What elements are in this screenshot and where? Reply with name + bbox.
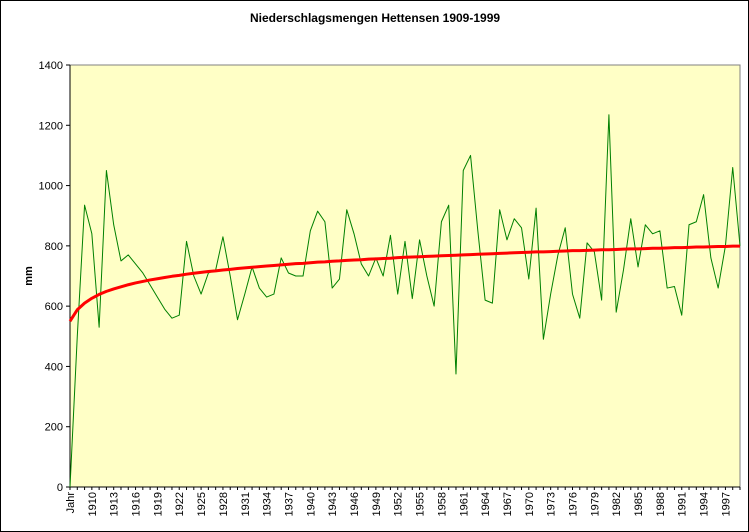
x-tick-label: 1961 [458, 492, 470, 516]
x-tick-label: 1955 [415, 492, 427, 516]
x-tick-label: 1985 [633, 492, 645, 516]
x-tick-label: 1916 [131, 492, 143, 516]
y-tick-label: 1400 [39, 60, 63, 72]
y-axis-label: mm [23, 266, 35, 286]
x-tick-label: 1922 [174, 492, 186, 516]
data-line [68, 244, 740, 323]
x-tick-label: 1982 [611, 492, 623, 516]
y-tick-label: 1200 [39, 120, 63, 132]
y-tick-label: 400 [45, 361, 63, 373]
x-tick-label: 1937 [283, 492, 295, 516]
x-tick-label: 1940 [305, 492, 317, 516]
y-tick-label: 1000 [39, 181, 63, 193]
chart-title: Niederschlagsmengen Hettensen 1909-1999 [250, 11, 500, 25]
y-tick-label: 800 [45, 241, 63, 253]
x-tick-label: 1928 [218, 492, 230, 516]
x-tick-label: 1979 [589, 492, 601, 516]
x-tick-label: 1958 [436, 492, 448, 516]
x-tick-label: 1964 [480, 492, 492, 516]
x-tick-label: 1997 [720, 492, 732, 516]
x-tick-label: 1934 [262, 492, 274, 516]
x-tick-label: 1988 [655, 492, 667, 516]
x-tick-label: 1913 [109, 492, 121, 516]
x-tick-label: 1970 [524, 492, 536, 516]
x-tick-label: 1952 [393, 492, 405, 516]
x-tick-label: 1925 [196, 492, 208, 516]
x-tick-label: 1949 [371, 492, 383, 516]
x-tick-label: 1967 [502, 492, 514, 516]
y-tick-label: 600 [45, 301, 63, 313]
x-tick-label: 1946 [349, 492, 361, 516]
x-tick-label: 1919 [152, 492, 164, 516]
x-tick-label: 1973 [546, 492, 558, 516]
y-tick-label: 200 [45, 422, 63, 434]
x-tick-label: 1931 [240, 492, 252, 516]
x-tick-label: 1943 [327, 492, 339, 516]
x-tick-label: 1994 [699, 492, 711, 516]
x-tick-label: 1910 [87, 492, 99, 516]
x-tick-label: 1991 [677, 492, 689, 516]
x-tick-label: Jahr [65, 492, 77, 514]
data-line [69, 114, 741, 488]
x-tick-label: 1976 [568, 492, 580, 516]
y-tick-label: 0 [57, 482, 63, 494]
